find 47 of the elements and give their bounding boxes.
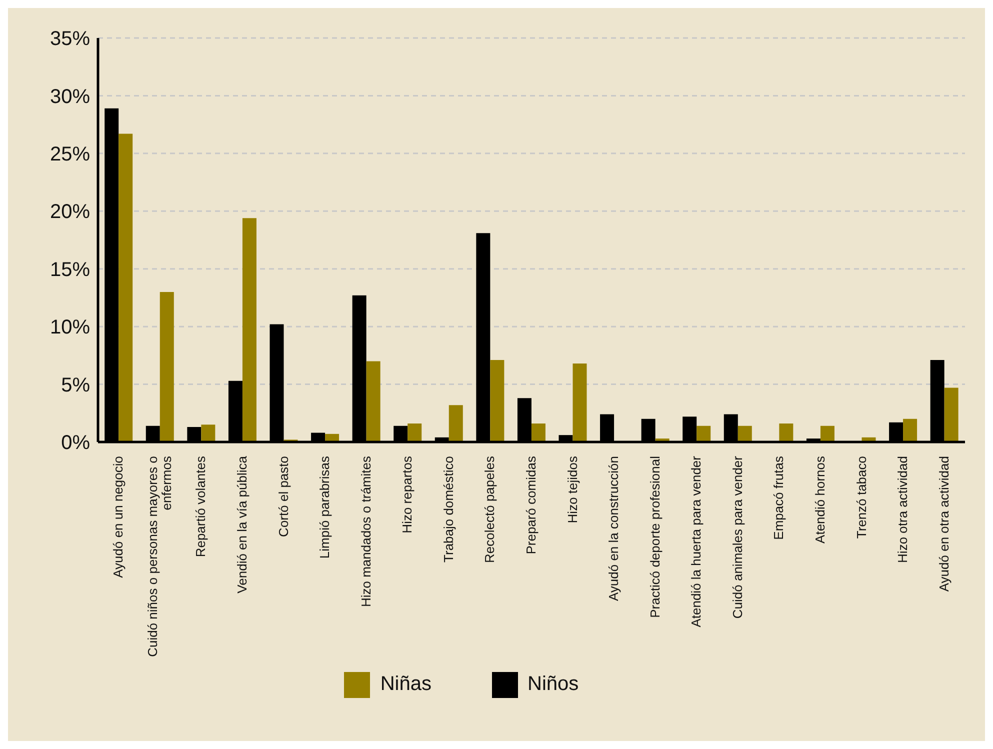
bar [490,360,504,442]
y-tick-label: 30% [50,86,90,108]
bar [366,361,380,442]
y-tick-label: 25% [50,144,90,166]
x-tick-label: Empacó frutas [771,456,786,540]
x-tick-label: Cuidó niños o personas mayores o enfermos [144,456,174,657]
bar [408,424,422,442]
bar [779,424,794,442]
x-tick-label: Hizo tejidos [564,456,580,524]
legend-label: Niños [528,673,579,696]
y-tick-label: 35% [50,28,90,50]
y-tick-label: 20% [50,201,90,224]
x-tick-label: Repartió volantes [193,456,208,558]
x-tick-label: Vendió en la vía pública [234,455,250,594]
x-tick-label: Preparó comidas [524,456,538,554]
x-tick-label: Cortó el pasto [276,456,291,537]
bar [820,426,834,442]
x-tick-label: Recolectó papeles [482,456,498,563]
x-tick-label: Hizo repartos [400,456,415,534]
bar [572,364,587,442]
y-tick-label: 10% [50,316,90,339]
x-tick-label: Cuidó animales para vender [730,455,745,619]
x-tick-label: Hizo mandados o trámites [358,456,374,608]
bar [242,218,256,442]
bar [738,426,752,442]
bar [160,292,174,442]
x-tick-label: Trabajo doméstico [440,456,456,562]
bar [448,405,463,442]
bar [531,424,546,442]
bar [944,388,958,442]
bar [903,418,918,442]
x-tick-label: Atendió la huerta para vender [688,455,704,628]
x-tick-label: Trenzó tabaco [854,456,869,539]
x-tick-label: Ayudó en otra actividad [936,456,952,592]
x-tick-label: Ayudó en la construcción [606,456,622,602]
bar [118,134,133,442]
bar [201,424,216,442]
legend-label: Niñas [380,673,432,696]
bar [696,426,711,442]
x-tick-label: Hizo otra actividad [895,456,910,563]
y-tick-label: 0% [61,432,90,454]
x-tick-label: Ayudó en un negocio [110,456,126,578]
x-tick-label: Limpió parabrisas [317,456,332,559]
y-tick-label: 15% [50,258,90,281]
x-tick-label: Practicó deporte profesional [647,456,662,618]
x-tick-label: Atendió hornos [812,456,828,544]
y-tick-label: 5% [61,374,90,396]
